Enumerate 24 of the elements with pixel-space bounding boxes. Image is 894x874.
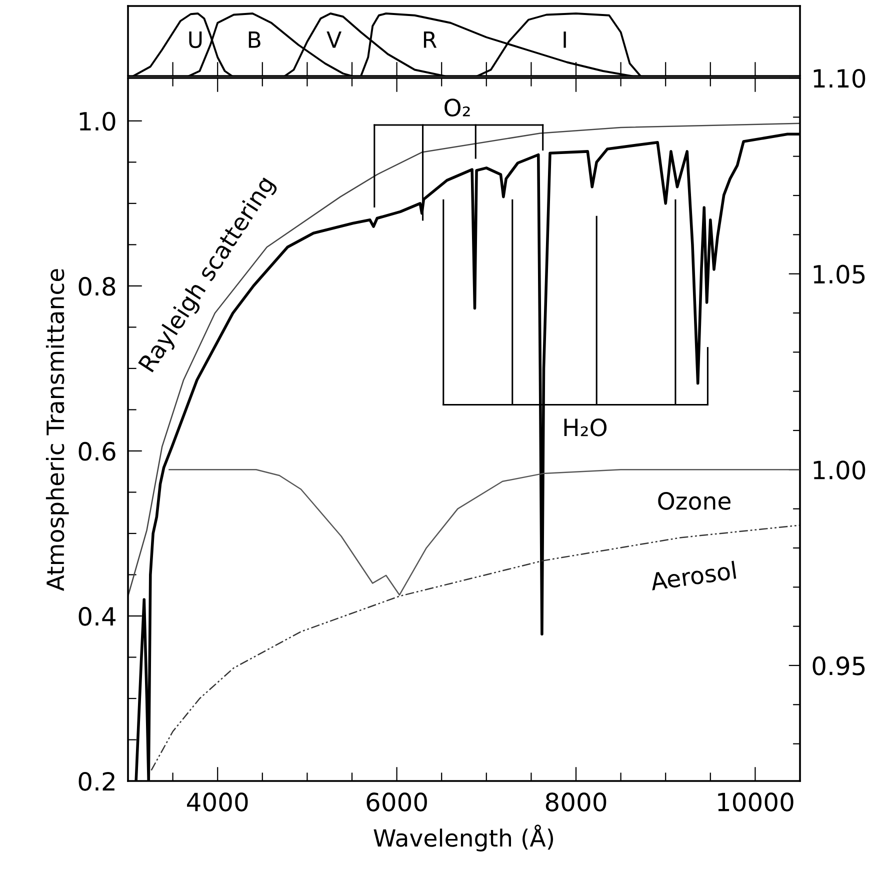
annotation: H₂O (564, 418, 607, 436)
series-label: V (326, 32, 342, 48)
y-tick-label: 0.8 (78, 276, 116, 296)
y-axis-title: Atmospheric Transmittance (46, 269, 69, 591)
series-label: R (424, 32, 437, 48)
series-label: U (189, 32, 202, 48)
y-tick-label: 0.6 (78, 442, 116, 461)
y2-tick-label: 1.10 (814, 68, 866, 88)
x-axis-title: Wavelength (Å) (374, 824, 554, 852)
series-label: I (564, 32, 566, 48)
x-tick-label: 8000 (546, 792, 606, 812)
series-label: Ozone (658, 492, 730, 510)
y-tick-label: 1.0 (80, 112, 116, 131)
text: Aerosol (650, 560, 736, 591)
x-tick-label: 10000 (718, 792, 794, 812)
y-tick-label: 0.4 (78, 606, 116, 626)
y2-tick-label: 1.00 (814, 460, 866, 480)
annotation: O₂ (444, 98, 470, 116)
y2-tick-label: 0.95 (812, 656, 865, 676)
y2-tick-label: 1.05 (814, 264, 865, 284)
series-label: B (248, 32, 260, 48)
x-tick-label: 4000 (187, 792, 248, 812)
y-tick-label: 0.2 (78, 772, 114, 791)
x-tick-label: 6000 (366, 792, 427, 812)
